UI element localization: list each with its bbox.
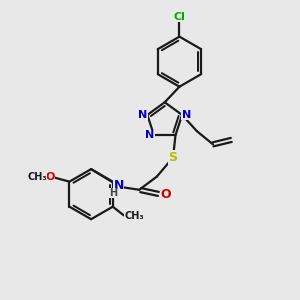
Text: CH₃: CH₃ xyxy=(124,211,144,220)
Text: N: N xyxy=(113,179,124,192)
Text: Cl: Cl xyxy=(173,12,185,22)
Text: O: O xyxy=(45,172,54,182)
Text: N: N xyxy=(145,130,154,140)
Text: N: N xyxy=(182,110,191,120)
Text: H: H xyxy=(109,188,117,198)
Text: CH₃: CH₃ xyxy=(27,172,47,182)
Text: N: N xyxy=(138,110,148,120)
Text: O: O xyxy=(160,188,171,201)
Text: S: S xyxy=(169,151,178,164)
